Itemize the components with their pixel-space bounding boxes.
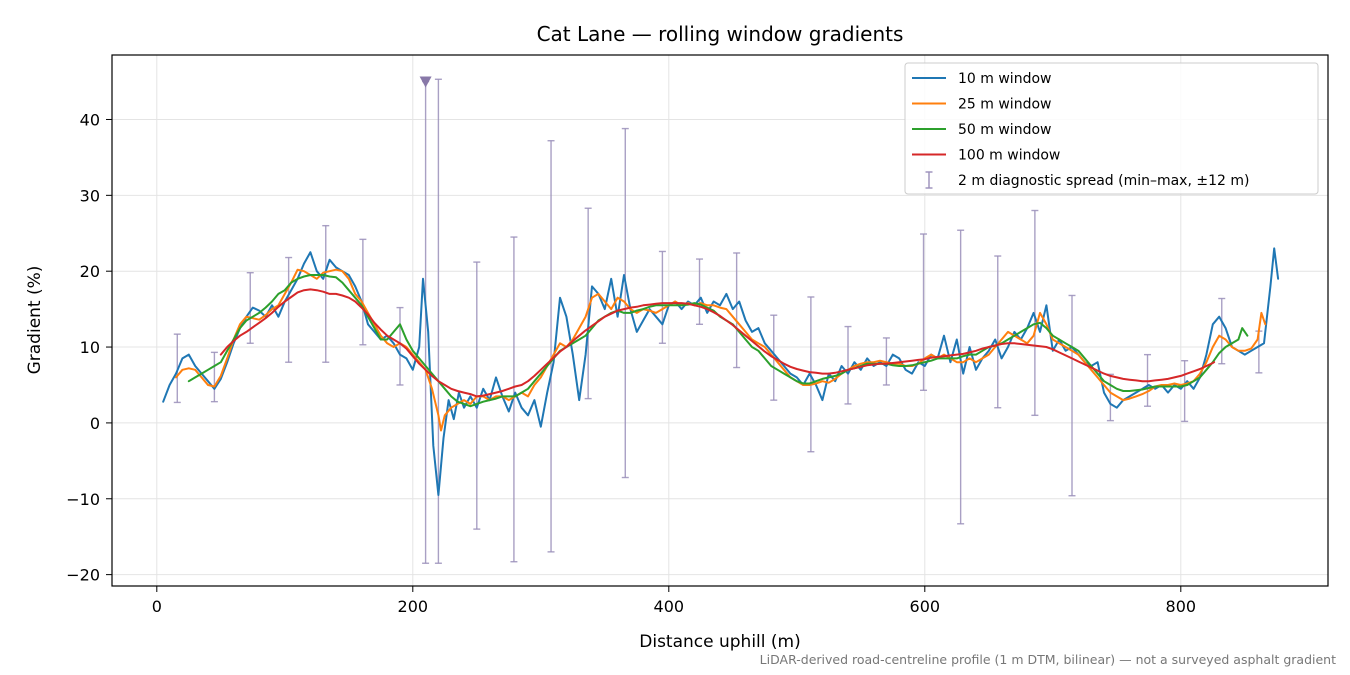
errorbar <box>994 255 1002 409</box>
legend: 10 m window 25 m window 50 m window 100 m w… <box>904 62 1319 195</box>
legend-label: 2 m diagnostic spread (min–max, ±12 m) <box>958 173 1249 189</box>
x-tick-label: 0 <box>152 597 162 616</box>
errorbar <box>733 252 741 369</box>
x-tick-label: 200 <box>398 597 429 616</box>
spike-marker <box>419 76 432 88</box>
legend-label: 10 m window <box>958 71 1051 87</box>
errorbar <box>957 229 965 525</box>
x-ticks: 0 200 400 600 800 <box>152 586 1196 616</box>
footnote: LiDAR-derived road-centreline profile (1… <box>760 652 1336 667</box>
errorbar <box>844 325 852 405</box>
series-line-1 <box>162 247 1280 496</box>
y-ticks: −20 −10 0 10 20 30 40 <box>66 110 112 585</box>
plot-frame <box>111 54 1329 587</box>
errorbar <box>210 351 218 403</box>
x-tick-label: 800 <box>1166 597 1197 616</box>
legend-entry-3: 50 m window <box>912 122 1051 138</box>
y-tick-label: 10 <box>80 338 100 357</box>
y-tick-label: 20 <box>80 262 100 281</box>
legend-label: 25 m window <box>958 97 1051 113</box>
errorbar <box>322 224 330 363</box>
y-tick-label: −10 <box>66 490 100 509</box>
errorbar <box>696 258 704 325</box>
grid <box>112 55 1328 586</box>
errorbars-group <box>173 78 1263 564</box>
errorbar <box>547 140 555 553</box>
errorbar <box>285 256 293 363</box>
errorbar <box>658 250 666 344</box>
x-tick-label: 600 <box>910 597 941 616</box>
series-group <box>162 247 1280 496</box>
errorbar <box>359 238 367 346</box>
y-tick-label: −20 <box>66 566 100 585</box>
errorbar <box>1068 294 1076 497</box>
y-tick-label: 40 <box>80 110 100 129</box>
errorbar <box>246 272 254 344</box>
legend-label: 50 m window <box>958 122 1051 138</box>
x-axis-label: Distance uphill (m) <box>639 632 800 652</box>
chart-title: Cat Lane — rolling window gradients <box>537 22 904 46</box>
errorbar <box>434 78 442 564</box>
series-line-4 <box>219 288 1216 398</box>
errorbar <box>1031 209 1039 417</box>
legend-entry-2: 25 m window <box>912 97 1051 113</box>
legend-entry-1: 10 m window <box>912 71 1051 87</box>
errorbar <box>584 207 592 400</box>
errorbar <box>1218 297 1226 365</box>
y-tick-label: 0 <box>90 414 100 433</box>
errorbar <box>1181 360 1189 423</box>
y-axis-label: Gradient (%) <box>25 266 45 375</box>
y-tick-label: 30 <box>80 186 100 205</box>
marker-group <box>419 76 432 88</box>
legend-entry-4: 100 m window <box>912 148 1060 164</box>
errorbar <box>396 306 404 386</box>
legend-label: 100 m window <box>958 148 1060 164</box>
legend-box <box>904 62 1319 195</box>
x-tick-label: 400 <box>654 597 685 616</box>
legend-entry-5: 2 m diagnostic spread (min–max, ±12 m) <box>925 171 1249 189</box>
